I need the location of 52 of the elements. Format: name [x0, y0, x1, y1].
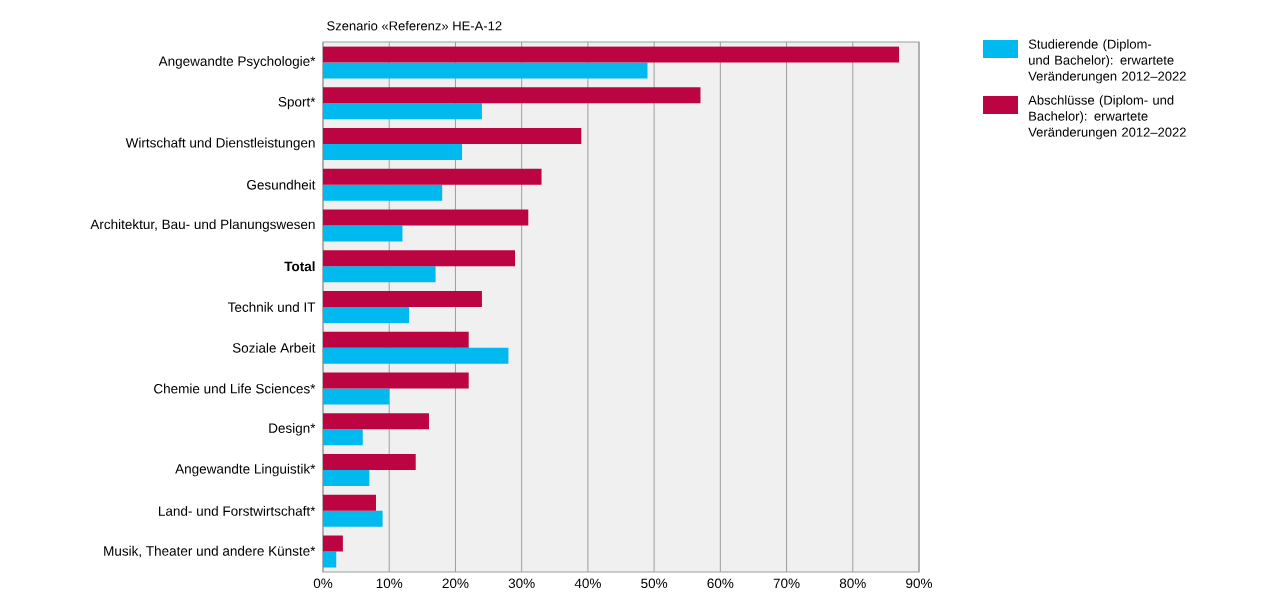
x-tick-label: 0% — [313, 578, 333, 589]
bar — [323, 46, 900, 63]
x-tick-label: 70% — [773, 578, 800, 589]
bar — [323, 184, 443, 201]
y-tick-label: Technik und IT — [227, 302, 316, 312]
y-tick-label: Total — [284, 261, 315, 272]
x-tick-label: 90% — [906, 578, 933, 589]
bar — [323, 87, 701, 104]
y-tick-label: Land- und Forstwirtschaft* — [159, 505, 316, 516]
bar — [323, 454, 416, 471]
y-tick-label: Angewandte Psychologie* — [158, 56, 316, 69]
y-tick-label: Sport* — [278, 97, 316, 110]
legend-label: Abschlüsse (Diplom- und Bachelor): erwartete Veränderungen 2012–2022 — [1028, 95, 1186, 140]
x-tick-label: 20% — [442, 578, 469, 589]
bar — [323, 372, 469, 389]
bar — [323, 143, 463, 160]
bar — [323, 429, 363, 446]
y-tick-label: Gesundheit — [247, 179, 316, 190]
bar — [323, 62, 648, 79]
bar — [323, 250, 516, 267]
bar — [323, 266, 436, 283]
bar — [323, 535, 343, 552]
bar — [323, 127, 582, 144]
x-tick-label: 10% — [376, 578, 403, 589]
bar — [323, 510, 383, 527]
bar — [323, 551, 337, 568]
bar — [323, 470, 370, 487]
chart-title: Szenario «Referenz» HE-A-12 — [327, 20, 502, 31]
bar — [323, 413, 429, 430]
y-tick-label: Musik, Theater und andere Künste* — [104, 545, 316, 558]
y-tick-label: Wirtschaft und Dienstleistungen — [125, 137, 315, 151]
y-tick-label: Soziale Arbeit — [232, 342, 316, 353]
bar — [323, 347, 509, 364]
y-tick-label: Design* — [269, 423, 316, 436]
bar — [323, 209, 529, 226]
bar — [323, 307, 410, 323]
x-tick-label: 30% — [508, 578, 535, 589]
bar — [323, 168, 542, 185]
legend-label: Studierende (Diplom- und Bachelor): erwartete Veränderungen 2012–2022 — [1028, 39, 1186, 84]
y-tick-label: Chemie und Life Sciences* — [154, 383, 316, 394]
y-tick-label: Architektur, Bau- und Planungswesen — [90, 219, 315, 232]
x-tick-label: 40% — [574, 578, 601, 589]
bar — [323, 290, 482, 307]
x-tick-label: 50% — [641, 578, 668, 589]
x-tick-label: 80% — [839, 578, 866, 589]
bar — [323, 103, 482, 120]
bar — [323, 331, 469, 348]
x-tick-label: 60% — [707, 578, 734, 589]
y-tick-label: Angewandte Linguistik* — [175, 463, 316, 477]
bar — [323, 494, 376, 511]
bar — [323, 388, 390, 405]
bar — [323, 225, 403, 242]
